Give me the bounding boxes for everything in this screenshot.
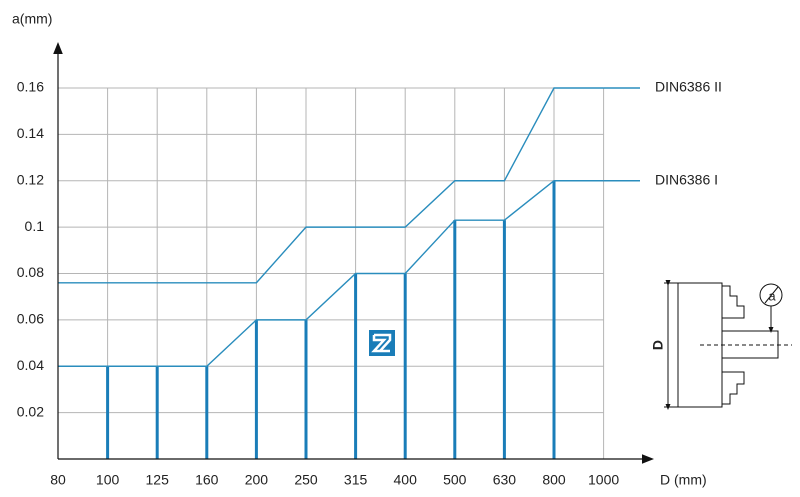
- y-tick-label: 0.16: [17, 79, 44, 95]
- x-tick-label: 250: [294, 472, 318, 488]
- x-tick-label: 1000: [588, 472, 619, 488]
- dimension-label: D: [650, 340, 666, 350]
- y-tick-label: 0.12: [17, 171, 44, 187]
- x-tick-label: 500: [443, 472, 467, 488]
- y-tick-label: 0.1: [25, 218, 45, 234]
- x-tick-label: 160: [195, 472, 219, 488]
- gauge-label: a: [768, 288, 776, 303]
- x-tick-label: 800: [542, 472, 566, 488]
- series-line: [58, 180, 604, 367]
- logo: [369, 330, 395, 356]
- y-tick-label: 0.14: [17, 125, 44, 141]
- x-axis-label: D (mm): [660, 472, 707, 488]
- y-axis-label: a(mm): [12, 11, 52, 27]
- x-tick-label: 400: [394, 472, 418, 488]
- legend-label: DIN6386 I: [655, 171, 718, 187]
- y-tick-label: 0.04: [17, 357, 44, 373]
- y-tick-label: 0.02: [17, 403, 44, 419]
- x-tick-label: 630: [493, 472, 517, 488]
- series-line: [58, 87, 604, 284]
- x-tick-label: 315: [344, 472, 368, 488]
- y-tick-label: 0.08: [17, 264, 44, 280]
- x-tick-label: 80: [50, 472, 66, 488]
- x-tick-label: 200: [245, 472, 269, 488]
- x-tick-label: 100: [96, 472, 120, 488]
- x-tick-label: 125: [146, 472, 170, 488]
- chuck-diagram: [664, 280, 792, 410]
- y-tick-label: 0.06: [17, 311, 44, 327]
- legend-label: DIN6386 II: [655, 79, 722, 95]
